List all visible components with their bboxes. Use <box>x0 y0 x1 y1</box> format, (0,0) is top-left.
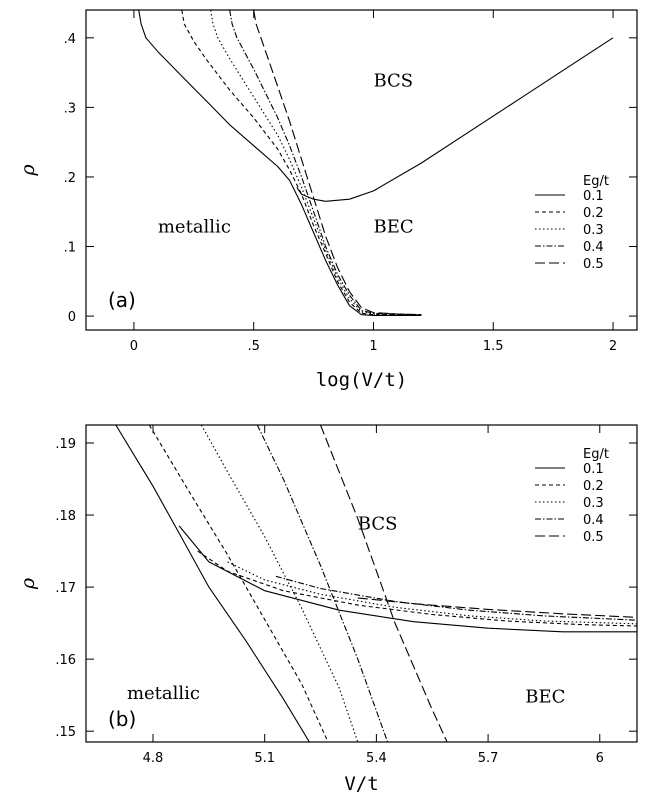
series-group <box>138 10 614 316</box>
legend-label: 0.5 <box>583 530 604 545</box>
x-tick-label: 2 <box>609 339 617 354</box>
region-label-metallic: metallic <box>158 217 231 238</box>
x-tick-label: 0 <box>130 339 138 354</box>
series-line-0.5 <box>253 10 422 316</box>
boundary-line-8 <box>275 575 637 621</box>
series-line-0.1 <box>138 10 422 316</box>
x-tick-label: 6 <box>596 751 604 766</box>
series-group <box>115 425 637 742</box>
legend-label: 0.5 <box>583 257 604 272</box>
panel-1: 4.8 5.1 5.4 5.7 6 .15 .16 .17 .18 .19 V/t ρ BCS metal… <box>17 424 638 795</box>
series-line-0.2 <box>148 425 329 742</box>
legend-label: 0.3 <box>583 223 604 238</box>
y-tick-label: .19 <box>55 437 76 452</box>
boundary-line-5 <box>296 37 614 202</box>
legend: Eg/t0.1 0.2 0.3 0.4 0.5 <box>535 447 609 545</box>
y-tick-label: 0 <box>68 310 76 325</box>
region-label-bcs: BCS <box>358 513 398 534</box>
x-tick-label: 1 <box>369 339 377 354</box>
x-tick-label: 5.7 <box>478 751 499 766</box>
panel-tag: (a) <box>108 288 136 312</box>
panel-tag: (b) <box>108 707 136 731</box>
legend-label: 0.3 <box>583 496 604 511</box>
legend-label: 0.2 <box>583 479 604 494</box>
legend-label: 0.1 <box>583 462 604 477</box>
y-tick-label: .2 <box>64 171 76 186</box>
x-axis-title: log(V/t) <box>316 369 408 391</box>
series-line-0.2 <box>181 10 422 316</box>
y-tick-label: .4 <box>64 32 76 47</box>
legend-title: Eg/t <box>583 447 609 462</box>
y-tick-label: .1 <box>64 241 76 256</box>
legend-label: 0.1 <box>583 189 604 204</box>
boundary-line-9 <box>357 597 637 618</box>
series-line-0.4 <box>229 10 422 316</box>
series-line-0.1 <box>115 425 310 742</box>
legend: Eg/t0.1 0.2 0.3 0.4 0.5 <box>535 174 609 272</box>
x-tick-label: .5 <box>247 339 259 354</box>
y-axis-title: ρ <box>17 164 39 177</box>
region-label-bcs: BCS <box>373 71 413 92</box>
y-tick-label: .3 <box>64 101 76 116</box>
x-axis-title: V/t <box>344 773 378 795</box>
region-label-metallic: metallic <box>127 683 200 704</box>
x-tick-label: 1.5 <box>483 339 504 354</box>
series-line-0.3 <box>210 10 422 316</box>
x-tick-label: 5.1 <box>254 751 275 766</box>
x-tick-label: 4.8 <box>143 751 164 766</box>
boundary-line-6 <box>197 550 637 627</box>
y-axis-title: ρ <box>17 577 39 590</box>
boundary-line-5 <box>178 525 637 633</box>
y-tick-label: .18 <box>55 509 76 524</box>
series-line-0.4 <box>256 425 389 742</box>
legend-title: Eg/t <box>583 174 609 189</box>
y-tick-label: .15 <box>55 725 76 740</box>
legend-label: 0.4 <box>583 513 604 528</box>
region-label-bec: BEC <box>525 686 565 707</box>
plot-frame <box>85 9 638 331</box>
y-tick-label: .17 <box>55 581 76 596</box>
region-label-bec: BEC <box>373 217 413 238</box>
legend-label: 0.4 <box>583 240 604 255</box>
y-tick-label: .16 <box>55 653 76 668</box>
boundary-line-7 <box>227 561 637 625</box>
legend-label: 0.2 <box>583 206 604 221</box>
series-line-0.3 <box>200 425 359 742</box>
plot-frame <box>85 424 638 743</box>
x-tick-label: 5.4 <box>366 751 387 766</box>
series-line-0.5 <box>319 425 448 742</box>
